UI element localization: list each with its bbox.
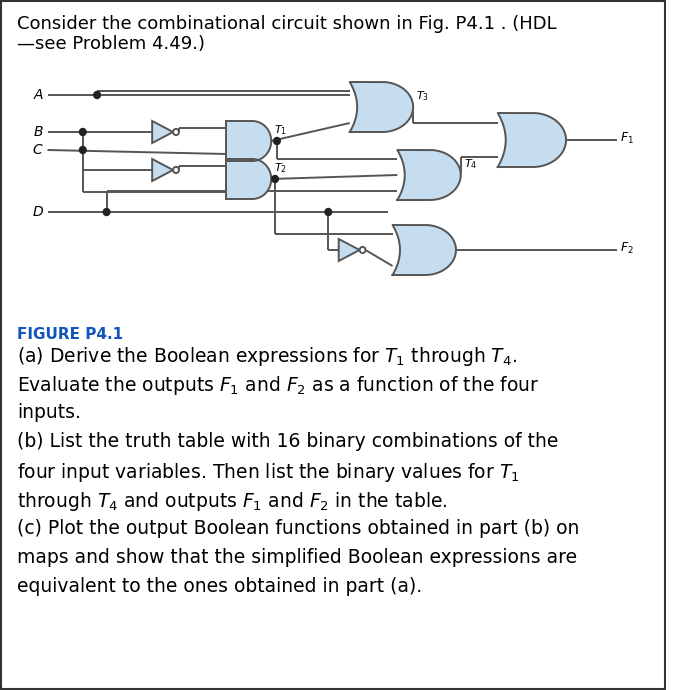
- Text: $F_2$: $F_2$: [620, 240, 634, 255]
- Text: —see Problem 4.49.): —see Problem 4.49.): [17, 35, 205, 53]
- Text: $T_1$: $T_1$: [274, 124, 287, 137]
- Text: (b) List the truth table with 16 binary combinations of the: (b) List the truth table with 16 binary …: [17, 432, 559, 451]
- Polygon shape: [398, 150, 461, 200]
- Text: equivalent to the ones obtained in part (a).: equivalent to the ones obtained in part …: [17, 577, 422, 596]
- Circle shape: [94, 92, 100, 99]
- Circle shape: [173, 129, 179, 135]
- Text: $B$: $B$: [33, 125, 44, 139]
- Text: through $T_4$ and outputs $F_1$ and $F_2$ in the table.: through $T_4$ and outputs $F_1$ and $F_2…: [17, 490, 448, 513]
- Text: maps and show that the simplified Boolean expressions are: maps and show that the simplified Boolea…: [17, 548, 577, 567]
- Polygon shape: [498, 113, 566, 167]
- Bar: [227, 159, 253, 199]
- Text: $T_2$: $T_2$: [274, 161, 287, 175]
- Text: $F_1$: $F_1$: [620, 130, 634, 146]
- Polygon shape: [339, 239, 360, 261]
- Text: four input variables. Then list the binary values for $T_1$: four input variables. Then list the bina…: [17, 461, 519, 484]
- Circle shape: [80, 146, 86, 153]
- Text: $A$: $A$: [32, 88, 44, 102]
- Text: $T_3$: $T_3$: [416, 89, 429, 103]
- Circle shape: [272, 175, 279, 182]
- Wedge shape: [252, 159, 271, 199]
- Text: Evaluate the outputs $F_1$ and $F_2$ as a function of the four: Evaluate the outputs $F_1$ and $F_2$ as …: [17, 374, 540, 397]
- Polygon shape: [350, 82, 413, 132]
- Polygon shape: [152, 159, 173, 181]
- Circle shape: [173, 167, 179, 173]
- Text: (a) Derive the Boolean expressions for $T_1$ through $T_4$.: (a) Derive the Boolean expressions for $…: [17, 345, 517, 368]
- Text: Consider the combinational circuit shown in Fig. P4.1 . (HDL: Consider the combinational circuit shown…: [17, 15, 556, 33]
- Circle shape: [274, 137, 280, 144]
- Text: $T_4$: $T_4$: [463, 157, 477, 171]
- Wedge shape: [252, 121, 271, 161]
- Circle shape: [104, 208, 110, 215]
- Polygon shape: [393, 225, 456, 275]
- Circle shape: [80, 128, 86, 135]
- Text: $C$: $C$: [32, 143, 44, 157]
- Text: inputs.: inputs.: [17, 403, 81, 422]
- Text: FIGURE P4.1: FIGURE P4.1: [17, 327, 123, 342]
- Bar: [227, 121, 253, 161]
- Circle shape: [360, 247, 365, 253]
- Text: $D$: $D$: [32, 205, 44, 219]
- Text: (c) Plot the output Boolean functions obtained in part (b) on: (c) Plot the output Boolean functions ob…: [17, 519, 580, 538]
- Polygon shape: [152, 121, 173, 143]
- Circle shape: [325, 208, 332, 215]
